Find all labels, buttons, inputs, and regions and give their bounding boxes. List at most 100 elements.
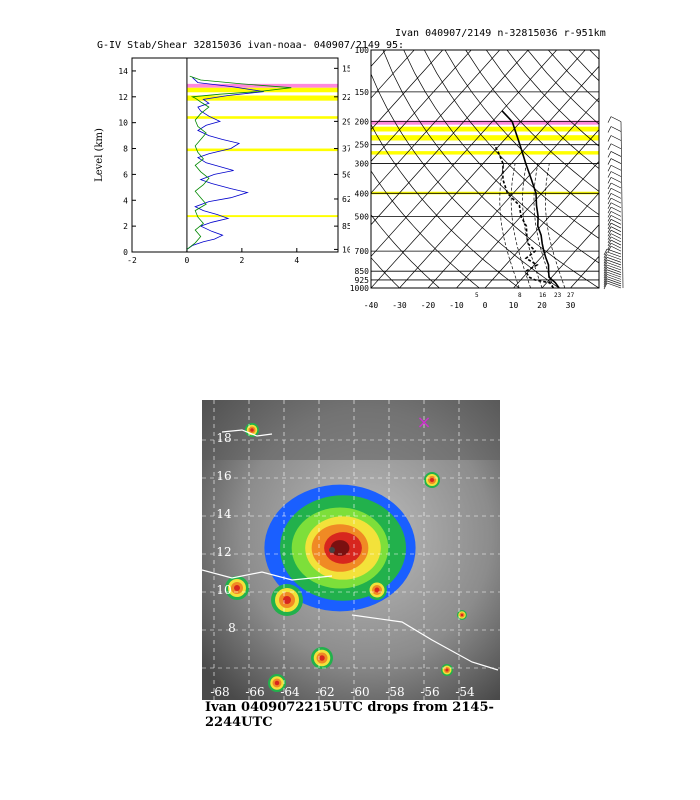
temperature-tick-label: 30 xyxy=(566,301,576,310)
wind-barb-flag xyxy=(607,158,612,165)
wind-barb-flag xyxy=(603,248,608,256)
wind-barb xyxy=(610,164,622,171)
wind-barb xyxy=(610,171,622,177)
convective-cell xyxy=(274,680,280,686)
highlight-band xyxy=(186,148,338,152)
convective-cell xyxy=(234,585,240,591)
latitude-label: 8 xyxy=(228,621,236,635)
wind-barb xyxy=(610,226,622,232)
isotherm-line xyxy=(371,50,472,162)
y-tick-label: 8 xyxy=(123,145,128,154)
wind-barb-flag xyxy=(603,280,608,288)
latitude-label: 18 xyxy=(216,431,231,445)
wind-barb xyxy=(610,193,622,199)
isotherm-line xyxy=(456,129,599,288)
wind-barb xyxy=(606,257,622,263)
isotherm-line xyxy=(541,224,599,288)
wind-barb xyxy=(610,143,622,150)
isotherm-line xyxy=(371,50,443,131)
isotherm-line xyxy=(371,50,529,226)
wind-barb xyxy=(610,158,622,164)
wind-barb xyxy=(610,242,622,249)
highlight-band xyxy=(371,151,599,155)
surface-value-label: 23 xyxy=(554,292,562,299)
storm-band xyxy=(330,540,350,556)
moist-adiabat xyxy=(533,163,554,288)
wind-barb-flag xyxy=(607,143,612,150)
wind-barb-flag xyxy=(603,282,608,290)
wind-barb-flag xyxy=(603,274,608,281)
y-tick-label: 0 xyxy=(123,248,128,257)
plot-frame xyxy=(131,57,339,253)
longitude-label: -60 xyxy=(350,685,369,699)
latitude-label: 16 xyxy=(216,469,231,483)
wind-barb xyxy=(610,236,622,243)
wind-barb xyxy=(610,135,622,141)
wind-barb xyxy=(610,219,622,225)
convective-cell xyxy=(445,668,449,672)
pressure-label: 200 xyxy=(355,118,370,127)
isotherm-line xyxy=(371,50,500,194)
highlight-band xyxy=(186,215,338,218)
pressure-label: 100 xyxy=(355,46,370,55)
highlight-band xyxy=(186,116,338,119)
dry-adiabat xyxy=(371,73,560,288)
wind-barb-flag xyxy=(607,243,612,250)
series-line-1 xyxy=(186,75,292,250)
pressure-label: 220 xyxy=(342,93,350,102)
wind-barb xyxy=(606,269,622,276)
skewt-chart-title: Ivan 040907/2149 n-32815036 r-951km xyxy=(395,28,606,39)
dry-adiabat xyxy=(548,50,599,103)
pressure-label: 400 xyxy=(355,189,370,198)
longitude-label: -66 xyxy=(245,685,264,699)
latitude-label: 12 xyxy=(216,545,231,559)
pressure-label: 700 xyxy=(355,247,370,256)
highlight-band xyxy=(371,135,599,141)
wind-barb-flag xyxy=(607,151,612,158)
dry-adiabat xyxy=(371,257,400,288)
convective-cell xyxy=(283,596,291,604)
wind-barb-flag xyxy=(607,239,612,247)
longitude-label: -58 xyxy=(385,685,404,699)
wind-barb-flag xyxy=(607,211,612,218)
wind-barb-flag xyxy=(607,116,612,123)
isotherm-line xyxy=(371,50,586,288)
isotherm-line xyxy=(371,50,415,99)
satellite-image: 18 16 14 12 10 8 -68 -66 -64 -62 -60 -58 -56 -54 × xyxy=(202,400,500,700)
storm-eye xyxy=(329,547,335,553)
highlight-band xyxy=(371,126,599,132)
surface-value-label: 16 xyxy=(539,292,547,299)
wind-barb-flag xyxy=(607,193,612,200)
moist-adiabat xyxy=(545,163,566,288)
longitude-label: -56 xyxy=(420,685,439,699)
temperature-tick-label: -10 xyxy=(449,301,464,310)
dry-adiabat xyxy=(486,50,599,170)
wind-barb-flag xyxy=(603,262,608,269)
pressure-label: 850 xyxy=(342,222,350,231)
pressure-label: 150 xyxy=(342,64,350,73)
coastline xyxy=(221,429,273,437)
skewt-plot-area xyxy=(371,50,599,288)
latitude-label: 14 xyxy=(216,507,232,521)
convective-cell xyxy=(319,655,325,661)
wind-barb xyxy=(610,239,622,246)
coastline xyxy=(202,569,333,581)
wind-barb-flag xyxy=(607,182,612,190)
wind-barb-flag xyxy=(603,267,608,274)
pressure-label: 500 xyxy=(355,212,370,221)
pressure-label: 1000 xyxy=(350,284,369,293)
pressure-label: 150 xyxy=(355,88,370,97)
wind-barb-flag xyxy=(603,251,608,259)
pressure-label: 375 xyxy=(342,145,350,154)
temperature-profile xyxy=(501,110,560,288)
wind-barb-flag xyxy=(607,219,612,226)
wind-barb-flag xyxy=(603,271,608,279)
wind-barb-flag xyxy=(607,236,612,244)
wind-barb-flag xyxy=(607,207,612,214)
wind-barb xyxy=(606,251,622,258)
wind-staff-line xyxy=(620,121,624,289)
wind-barb-flag xyxy=(607,165,612,172)
wind-barb xyxy=(606,248,622,255)
wind-barb xyxy=(610,211,622,217)
